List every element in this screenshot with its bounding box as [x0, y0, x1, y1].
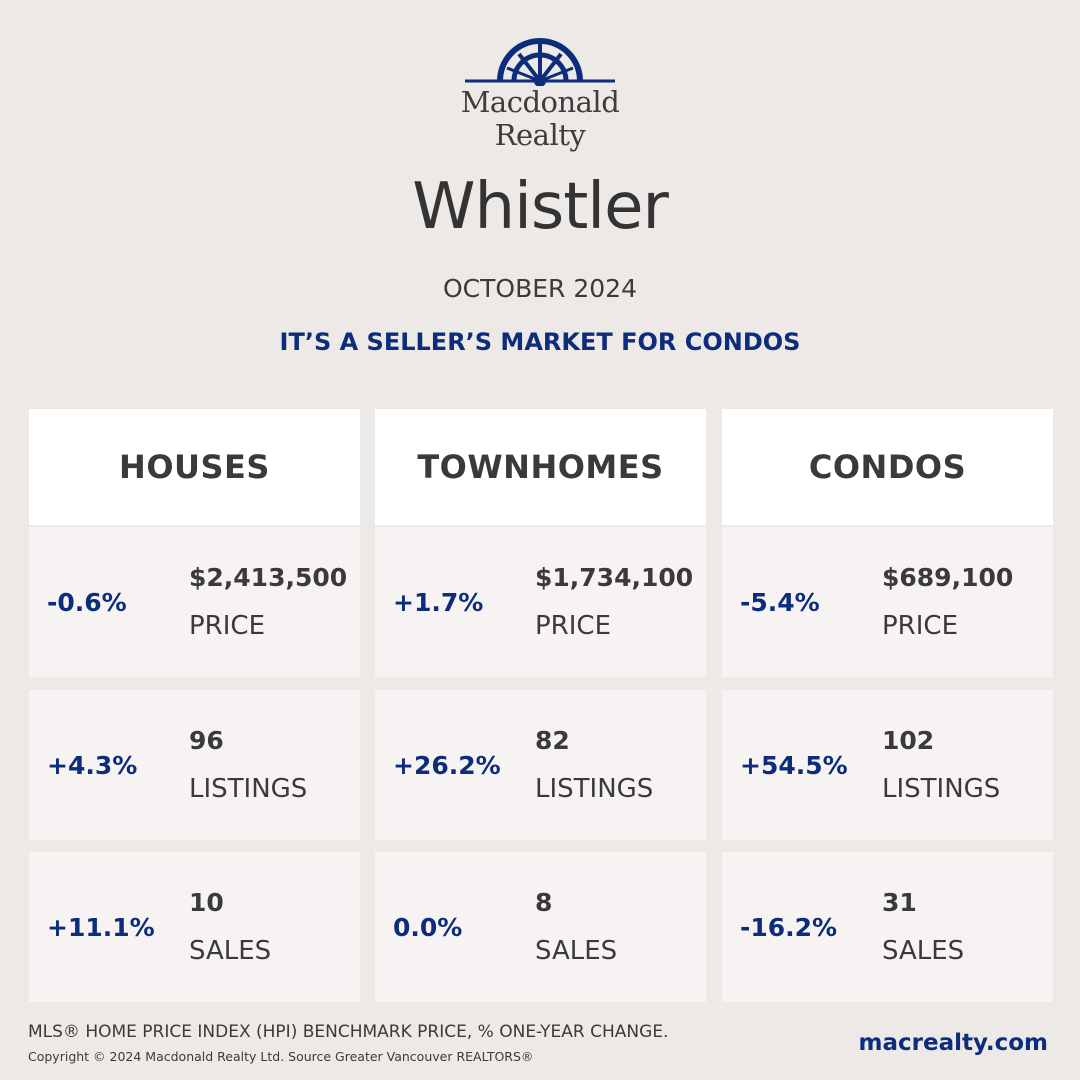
- stat-label: LISTINGS: [882, 774, 1001, 804]
- stat-label: PRICE: [535, 611, 611, 641]
- houses-column: HOUSES -0.6% $2,413,500 PRICE +4.3% 96 L…: [29, 409, 360, 1002]
- stat-label: SALES: [882, 936, 965, 966]
- change-percent: +54.5%: [740, 750, 848, 780]
- stat-label: PRICE: [189, 611, 265, 641]
- listings-card: +26.2% 82 LISTINGS: [375, 690, 706, 840]
- change-percent: +4.3%: [47, 750, 138, 780]
- stat-value: 96: [189, 726, 224, 755]
- city-title: Whistler: [412, 170, 669, 244]
- price-card: -0.6% $2,413,500 PRICE: [29, 527, 360, 677]
- change-percent: +1.7%: [393, 587, 484, 617]
- sales-card: -16.2% 31 SALES: [722, 852, 1053, 1002]
- column-title: HOUSES: [29, 409, 360, 525]
- sales-card: +11.1% 10 SALES: [29, 852, 360, 1002]
- column-title: TOWNHOMES: [375, 409, 706, 525]
- brand-logo: Macdonald Realty: [440, 36, 640, 166]
- stat-value: 10: [189, 888, 224, 917]
- change-percent: -16.2%: [740, 912, 838, 942]
- listings-card: +54.5% 102 LISTINGS: [722, 690, 1053, 840]
- stat-label: PRICE: [882, 611, 958, 641]
- stat-label: SALES: [189, 936, 272, 966]
- stat-value: 82: [535, 726, 570, 755]
- townhomes-column: TOWNHOMES +1.7% $1,734,100 PRICE +26.2% …: [375, 409, 706, 1002]
- brand-name-line2: Realty: [494, 118, 586, 152]
- stat-label: LISTINGS: [535, 774, 654, 804]
- change-percent: +26.2%: [393, 750, 501, 780]
- stat-value: 8: [535, 888, 553, 917]
- copyright: Copyright © 2024 Macdonald Realty Ltd. S…: [28, 1049, 534, 1064]
- listings-card: +4.3% 96 LISTINGS: [29, 690, 360, 840]
- condos-column: CONDOS -5.4% $689,100 PRICE +54.5% 102 L…: [722, 409, 1053, 1002]
- stat-value: $689,100: [882, 563, 1014, 592]
- brand-name-line1: Macdonald: [460, 85, 620, 119]
- stat-value: 102: [882, 726, 935, 755]
- change-percent: -5.4%: [740, 587, 820, 617]
- price-card: -5.4% $689,100 PRICE: [722, 527, 1053, 677]
- report-month: OCTOBER 2024: [443, 274, 637, 303]
- brand-emblem-icon: [465, 38, 615, 86]
- footnote: MLS® HOME PRICE INDEX (HPI) BENCHMARK PR…: [28, 1022, 669, 1042]
- column-title: CONDOS: [722, 409, 1053, 525]
- change-percent: 0.0%: [393, 912, 463, 942]
- change-percent: -0.6%: [47, 587, 127, 617]
- website-link[interactable]: macrealty.com: [858, 1030, 1048, 1056]
- stat-label: LISTINGS: [189, 774, 308, 804]
- stat-label: SALES: [535, 936, 618, 966]
- stat-value: $2,413,500: [189, 563, 348, 592]
- change-percent: +11.1%: [47, 912, 155, 942]
- sales-card: 0.0% 8 SALES: [375, 852, 706, 1002]
- stat-value: $1,734,100: [535, 563, 694, 592]
- price-card: +1.7% $1,734,100 PRICE: [375, 527, 706, 677]
- market-headline: IT’S A SELLER’S MARKET FOR CONDOS: [279, 328, 801, 356]
- stat-value: 31: [882, 888, 917, 917]
